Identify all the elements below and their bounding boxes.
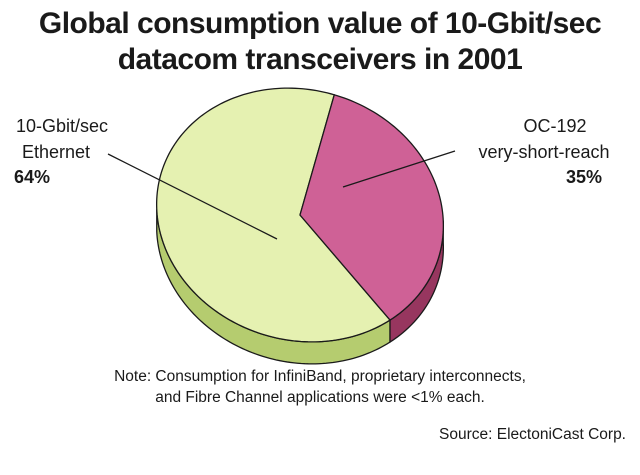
slice-value-ethernet: 64% (14, 167, 50, 187)
chart-note: Note: Consumption for InfiniBand, propri… (0, 366, 640, 408)
slice-value-oc192: 35% (566, 167, 602, 187)
chart-title-line-1: Global consumption value of 10-Gbit/sec (38, 7, 602, 40)
slice-label-ethernet-line-1: 10-Gbit/sec (16, 116, 108, 136)
chart-note-line-1: Note: Consumption for InfiniBand, propri… (114, 368, 526, 385)
pie-top (155, 87, 445, 343)
slice-label-oc192-line-2: very-short-reach (478, 142, 609, 162)
pie-slice-oc192 (299, 93, 445, 321)
chart-note-line-2: and Fibre Channel applications were <1% … (155, 389, 485, 406)
chart-source: Source: ElectoniCast Corp. (439, 426, 626, 443)
slice-label-ethernet-line-2: Ethernet (22, 142, 90, 162)
pie-slice-ethernet (155, 87, 392, 343)
chart-title: Global consumption value of 10-Gbit/sec … (0, 6, 640, 78)
leader-line-oc192 (342, 150, 456, 188)
leader-line-ethernet (107, 153, 278, 240)
chart-title-line-2: datacom transceivers in 2001 (117, 43, 523, 76)
slice-label-oc192-line-1: OC-192 (523, 116, 586, 136)
